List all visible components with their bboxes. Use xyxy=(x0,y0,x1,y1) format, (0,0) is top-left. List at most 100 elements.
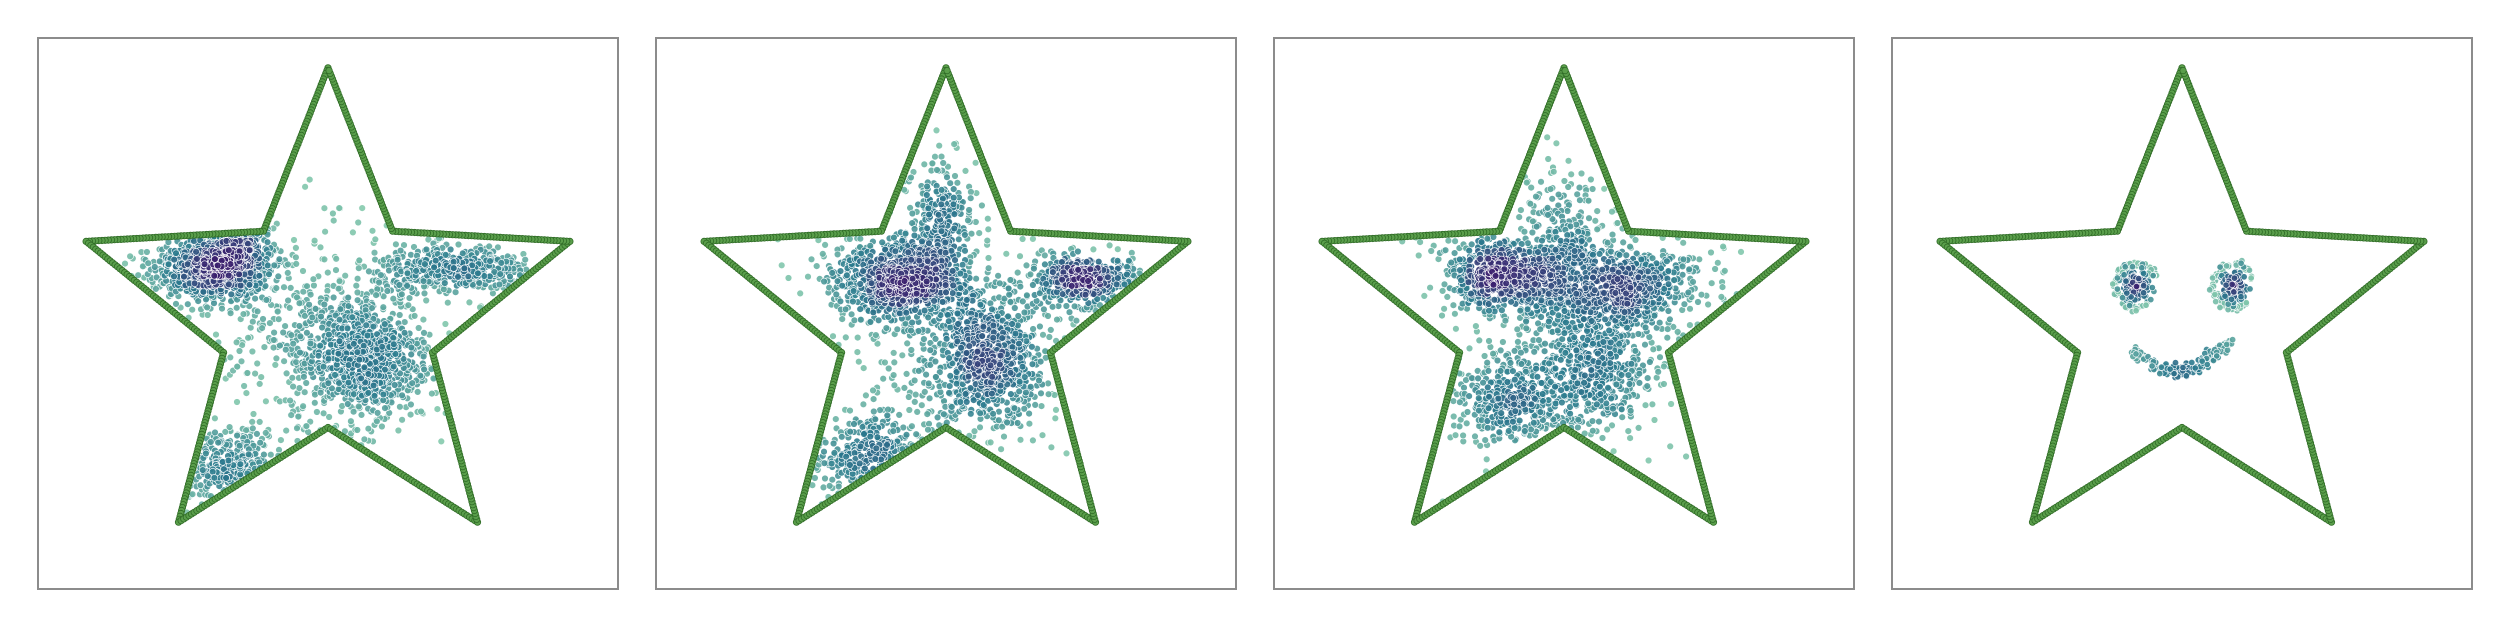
data-point xyxy=(1050,391,1059,399)
data-point xyxy=(902,370,911,378)
data-point xyxy=(357,411,366,419)
data-point xyxy=(407,400,415,409)
data-point xyxy=(506,272,514,281)
data-point xyxy=(183,260,192,268)
data-point xyxy=(381,320,389,328)
data-point xyxy=(210,272,219,280)
data-point xyxy=(1014,312,1022,320)
data-point xyxy=(777,261,786,270)
data-point xyxy=(907,326,915,335)
data-point xyxy=(972,275,980,283)
data-point xyxy=(1016,436,1025,444)
data-point xyxy=(923,191,931,199)
data-point xyxy=(194,297,202,305)
data-point xyxy=(1062,449,1071,458)
data-point xyxy=(180,273,188,281)
data-point xyxy=(908,209,917,218)
data-point xyxy=(341,272,349,280)
data-point xyxy=(954,350,962,358)
data-point xyxy=(362,321,370,329)
boundary-point xyxy=(325,66,333,75)
data-point xyxy=(446,245,455,254)
data-point xyxy=(976,301,985,309)
data-point xyxy=(1044,390,1053,398)
data-point xyxy=(395,281,403,289)
data-point xyxy=(1070,302,1079,310)
data-point xyxy=(497,259,505,267)
data-point xyxy=(495,280,504,289)
data-point xyxy=(309,275,318,283)
data-point xyxy=(819,483,828,492)
data-point xyxy=(853,348,862,356)
data-point xyxy=(860,430,868,438)
data-point xyxy=(287,284,295,292)
data-point xyxy=(262,296,271,304)
data-point xyxy=(958,261,967,269)
data-point xyxy=(214,438,222,447)
data-point xyxy=(281,322,289,330)
data-point xyxy=(910,231,919,240)
scatter-plot-1 xyxy=(82,64,574,526)
data-point xyxy=(203,303,211,312)
data-point xyxy=(210,299,218,307)
data-point xyxy=(937,152,946,161)
data-point xyxy=(1029,281,1037,289)
data-point xyxy=(325,413,333,421)
data-point xyxy=(950,194,958,202)
data-point xyxy=(292,358,300,366)
data-point xyxy=(373,409,382,417)
data-point xyxy=(284,260,292,269)
data-point xyxy=(1022,261,1031,270)
data-point xyxy=(249,410,258,418)
data-point xyxy=(1038,431,1047,439)
data-point xyxy=(889,371,898,379)
data-point xyxy=(420,289,429,298)
data-point xyxy=(828,476,837,484)
data-point xyxy=(420,365,428,374)
data-point xyxy=(925,394,934,402)
data-point xyxy=(883,441,891,449)
data-point xyxy=(209,468,217,476)
data-point xyxy=(1039,331,1047,339)
data-point xyxy=(951,172,959,180)
data-point xyxy=(245,281,254,289)
data-point xyxy=(292,253,300,262)
data-point xyxy=(830,449,839,457)
data-point xyxy=(244,334,252,342)
data-point xyxy=(890,358,899,367)
data-point xyxy=(405,294,414,302)
data-point xyxy=(243,369,252,377)
data-point xyxy=(496,270,504,278)
data-point xyxy=(933,413,942,422)
data-point xyxy=(415,324,423,332)
data-point xyxy=(272,284,281,292)
data-point xyxy=(311,399,319,407)
data-point xyxy=(931,152,939,161)
data-point xyxy=(331,371,339,379)
data-point xyxy=(262,397,270,405)
data-point xyxy=(202,295,210,304)
data-point xyxy=(922,370,930,379)
data-point xyxy=(937,200,945,209)
data-point xyxy=(931,357,940,366)
data-point xyxy=(890,381,899,389)
data-point xyxy=(1047,443,1056,451)
data-point xyxy=(121,259,129,268)
data-point xyxy=(248,347,257,356)
data-point xyxy=(945,389,953,397)
data-point xyxy=(255,272,264,280)
data-point xyxy=(841,305,850,313)
data-point xyxy=(355,356,364,364)
data-point xyxy=(236,281,245,290)
data-point xyxy=(1114,245,1122,253)
data-point xyxy=(1029,235,1037,243)
data-point xyxy=(898,351,907,359)
data-point xyxy=(890,349,898,357)
data-point xyxy=(925,379,933,388)
data-point xyxy=(998,423,1006,431)
data-point xyxy=(846,428,854,436)
data-point xyxy=(287,331,296,339)
data-point xyxy=(143,248,151,256)
data-point xyxy=(248,418,256,426)
data-point xyxy=(302,422,311,430)
